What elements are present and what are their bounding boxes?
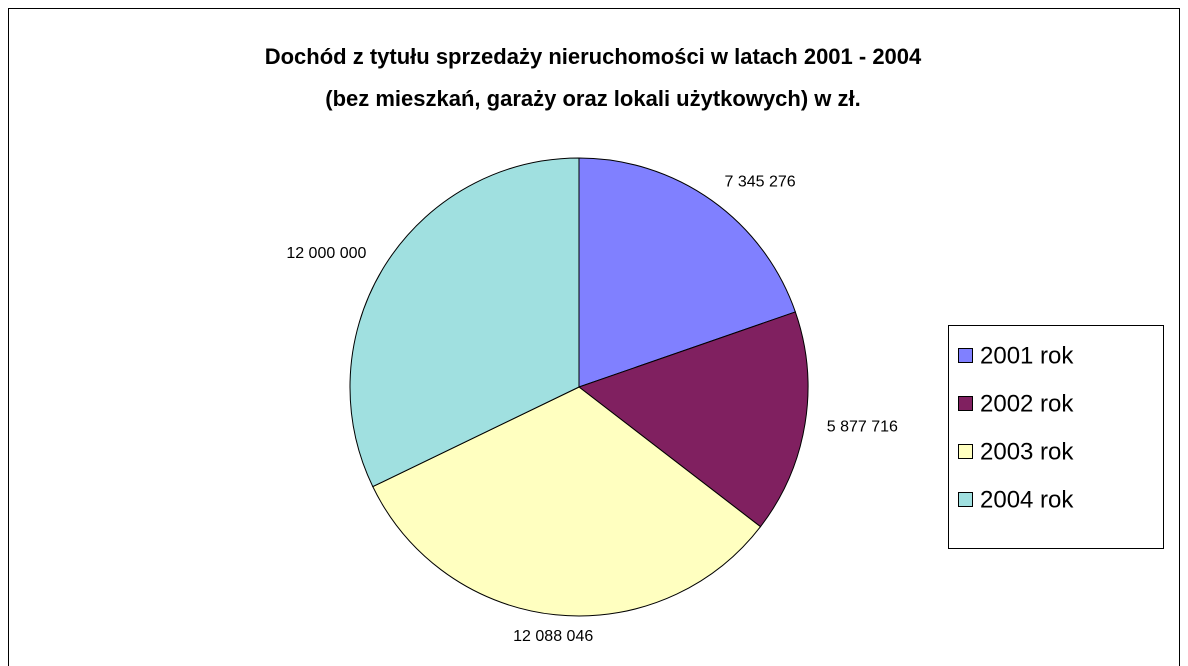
- legend-label: 2001 rok: [980, 342, 1074, 369]
- data-label: 12 088 046: [513, 628, 593, 645]
- legend-box: [948, 325, 1164, 549]
- data-label: 7 345 276: [725, 174, 796, 191]
- legend-label: 2004 rok: [980, 486, 1074, 513]
- chart-frame: [8, 8, 1180, 666]
- pie-slice: [577, 311, 809, 528]
- legend-swatch: [958, 396, 973, 411]
- data-label: 5 877 716: [827, 418, 898, 435]
- pie-slice: [372, 386, 762, 617]
- legend-swatch: [958, 348, 973, 363]
- legend-label: 2002 rok: [980, 390, 1074, 417]
- pie-slice: [578, 157, 796, 388]
- pie-slice: [349, 157, 580, 488]
- legend-swatch: [958, 444, 973, 459]
- chart-title: Dochód z tytułu sprzedaży nieruchomości …: [265, 44, 922, 69]
- legend-label: 2003 rok: [980, 438, 1074, 465]
- data-label: 12 000 000: [286, 245, 366, 262]
- legend-swatch: [958, 492, 973, 507]
- chart-title: (bez mieszkań, garaży oraz lokali użytko…: [325, 86, 861, 111]
